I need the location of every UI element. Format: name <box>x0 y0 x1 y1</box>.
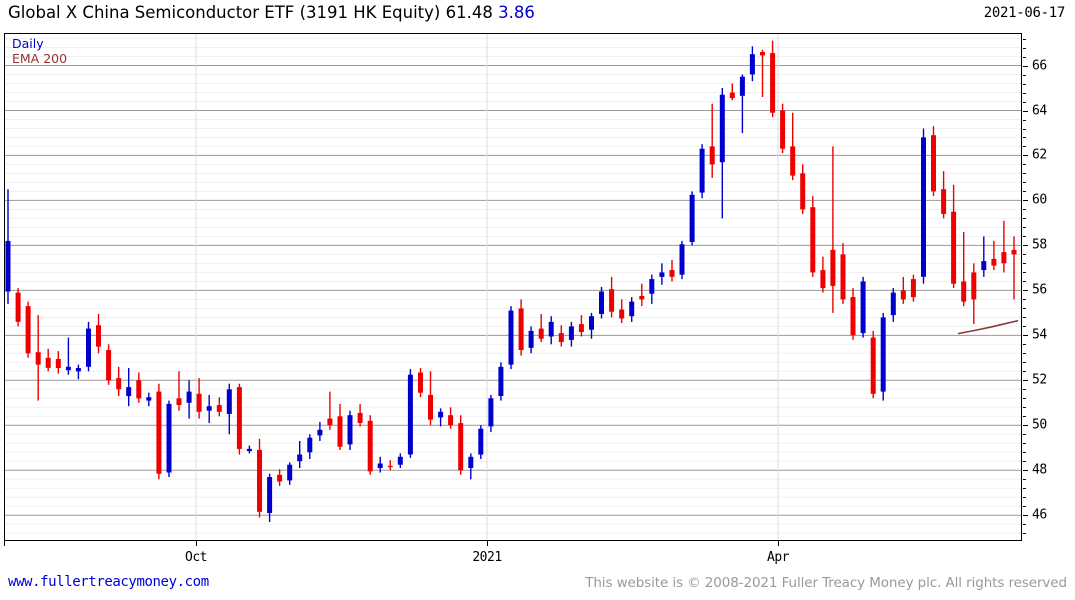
x-tick-mark <box>196 541 197 546</box>
y-minor-tick <box>1023 173 1026 175</box>
x-tick-mark <box>487 541 488 546</box>
y-tick-label: 66 <box>1032 58 1047 73</box>
y-tick-mark <box>1023 290 1028 292</box>
x-tick-mark <box>4 541 5 546</box>
y-minor-tick <box>1023 479 1026 481</box>
y-minor-tick <box>1023 344 1026 346</box>
y-minor-tick <box>1023 164 1026 166</box>
y-tick-mark <box>1023 110 1028 112</box>
as-of-date: 2021-06-17 <box>983 5 1066 21</box>
y-minor-tick <box>1023 74 1026 76</box>
last-price: 61.48 <box>445 3 493 22</box>
data-layer <box>5 34 1021 540</box>
y-minor-tick <box>1023 443 1026 445</box>
y-minor-tick <box>1023 128 1026 130</box>
y-minor-tick <box>1023 209 1026 211</box>
y-tick-mark <box>1023 335 1028 337</box>
y-minor-tick <box>1023 461 1026 463</box>
y-tick-label: 48 <box>1032 462 1047 478</box>
y-tick-label: 60 <box>1032 192 1047 208</box>
candlestick-series <box>5 40 1019 522</box>
x-axis: Oct 2021 Apr <box>4 541 1022 569</box>
legend-interval: Daily <box>12 36 44 51</box>
y-tick-mark <box>1023 470 1028 472</box>
y-tick-label: 46 <box>1032 507 1047 523</box>
y-minor-tick <box>1023 92 1026 94</box>
y-minor-tick <box>1023 119 1026 121</box>
y-tick-mark <box>1023 200 1028 202</box>
y-minor-tick <box>1023 83 1026 85</box>
y-minor-tick <box>1023 488 1026 490</box>
y-tick-mark <box>1023 65 1028 67</box>
chart-header: Global X China Semiconductor ETF (3191 H… <box>0 0 1075 28</box>
y-minor-tick <box>1023 533 1026 535</box>
y-minor-tick <box>1023 371 1026 373</box>
y-minor-tick <box>1023 137 1026 139</box>
y-tick-label: 54 <box>1032 327 1047 343</box>
y-minor-tick <box>1023 398 1026 400</box>
y-minor-tick <box>1023 416 1026 418</box>
chart-legend: Daily EMA 200 <box>12 36 67 66</box>
y-minor-tick <box>1023 101 1026 103</box>
y-minor-tick <box>1023 227 1026 229</box>
price-change: 3.86 <box>498 3 535 22</box>
y-tick-mark <box>1023 245 1028 247</box>
y-minor-tick <box>1023 389 1026 391</box>
y-minor-tick <box>1023 272 1026 274</box>
y-minor-tick <box>1023 362 1026 364</box>
y-axis: 66 64 62 60 58 56 54 52 50 48 46 <box>1023 33 1075 541</box>
y-minor-tick <box>1023 326 1026 328</box>
y-minor-tick <box>1023 506 1026 508</box>
instrument-ticker: (3191 HK Equity) <box>299 3 441 22</box>
y-minor-tick <box>1023 353 1026 355</box>
y-tick-mark <box>1023 515 1028 517</box>
chart-footer: www.fullertreacymoney.com This website i… <box>0 572 1075 596</box>
y-tick-mark <box>1023 155 1028 157</box>
plot-area[interactable]: Daily EMA 200 <box>4 33 1022 541</box>
y-minor-tick <box>1023 146 1026 148</box>
gridlines <box>5 34 1021 540</box>
page-title: Global X China Semiconductor ETF (3191 H… <box>8 3 535 22</box>
y-tick-label: 50 <box>1032 417 1047 433</box>
site-url[interactable]: www.fullertreacymoney.com <box>8 574 209 590</box>
y-tick-label: 58 <box>1032 237 1047 253</box>
y-minor-tick <box>1023 497 1026 499</box>
y-minor-tick <box>1023 191 1026 193</box>
grid-layer <box>5 34 1021 540</box>
y-minor-tick <box>1023 182 1026 184</box>
y-minor-tick <box>1023 236 1026 238</box>
y-minor-tick <box>1023 308 1026 310</box>
y-minor-tick <box>1023 452 1026 454</box>
y-minor-tick <box>1023 434 1026 436</box>
y-minor-tick <box>1023 47 1026 49</box>
copyright-notice: This website is © 2008-2021 Fuller Treac… <box>585 575 1067 591</box>
y-tick-label: 62 <box>1032 147 1047 163</box>
x-tick-label: Apr <box>767 550 789 565</box>
legend-ema: EMA 200 <box>12 51 68 66</box>
x-tick-label: Oct <box>185 550 207 565</box>
y-tick-label: 56 <box>1032 282 1047 298</box>
y-minor-tick <box>1023 38 1026 40</box>
y-minor-tick <box>1023 524 1026 526</box>
y-minor-tick <box>1023 254 1026 256</box>
x-tick-label: 2021 <box>472 550 502 565</box>
instrument-name: Global X China Semiconductor ETF <box>8 3 295 22</box>
y-tick-label: 52 <box>1032 372 1047 388</box>
y-minor-tick <box>1023 56 1026 58</box>
y-minor-tick <box>1023 281 1026 283</box>
y-tick-mark <box>1023 380 1028 382</box>
y-minor-tick <box>1023 317 1026 319</box>
y-tick-label: 64 <box>1032 103 1047 118</box>
y-minor-tick <box>1023 263 1026 265</box>
y-tick-mark <box>1023 425 1028 427</box>
y-minor-tick <box>1023 218 1026 220</box>
y-minor-tick <box>1023 299 1026 301</box>
x-tick-mark <box>778 541 779 546</box>
y-minor-tick <box>1023 407 1026 409</box>
